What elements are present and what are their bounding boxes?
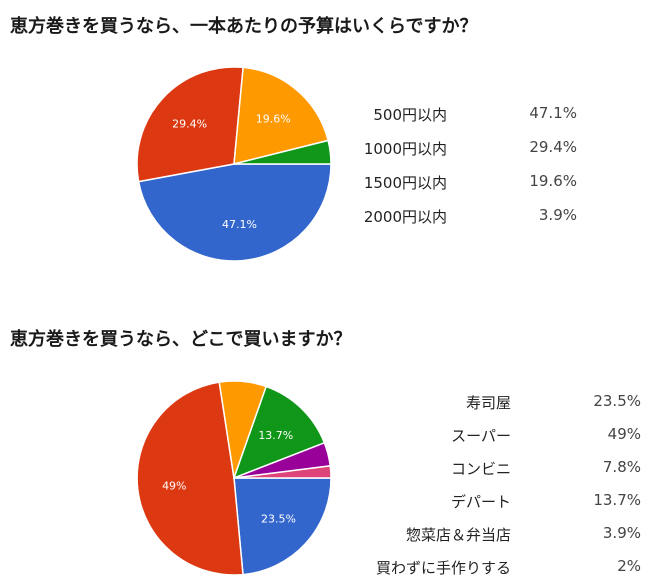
pie-slice xyxy=(136,66,244,183)
pie-chart-budget: 47.1% 29.4% 19.6% xyxy=(136,66,332,262)
chart-title: 恵方巻きを買うなら、一本あたりの予算はいくらですか？ xyxy=(10,16,478,37)
pie-slice xyxy=(233,464,332,479)
legend-value: 13.7% xyxy=(593,491,641,509)
legend-value: 3.9% xyxy=(602,524,641,542)
legend-label: 惣菜店＆弁当店 xyxy=(405,526,511,544)
legend-value: 23.5% xyxy=(593,392,641,410)
slice-label: 13.7% xyxy=(258,429,293,442)
legend-value: 3.9% xyxy=(538,206,577,224)
slice-label: 23.5% xyxy=(261,513,296,526)
legend-value: 47.1% xyxy=(529,104,577,122)
slice-label: 19.6% xyxy=(256,112,291,125)
legend-value: 29.4% xyxy=(529,138,577,156)
chart-title: 恵方巻きを買うなら、どこで買いますか？ xyxy=(10,329,352,350)
slice-label: 29.4% xyxy=(172,117,207,130)
legend-value: 2% xyxy=(617,557,641,575)
pie-slice xyxy=(233,139,332,165)
legend-label: 2000円以内 xyxy=(363,208,447,226)
legend-label: 買わずに手作りする xyxy=(375,559,511,577)
slice-label: 47.1% xyxy=(222,218,257,231)
pie-slice xyxy=(137,163,332,262)
legend-label: 寿司屋 xyxy=(465,394,511,412)
pie-slice xyxy=(136,381,244,576)
legend-label: 500円以内 xyxy=(373,106,447,124)
legend-label: デパート xyxy=(450,493,511,511)
legend-value: 7.8% xyxy=(602,458,641,476)
legend-label: 1500円以内 xyxy=(363,174,447,192)
legend-label: 1000円以内 xyxy=(363,140,447,158)
legend-value: 19.6% xyxy=(529,172,577,190)
legend-label: スーパー xyxy=(451,427,511,445)
pie-slice xyxy=(233,477,332,576)
legend-label: コンビニ xyxy=(450,460,511,478)
slice-label: 49% xyxy=(162,479,186,492)
pie-slice xyxy=(233,66,330,165)
pie-chart-purchase-place: 23.5% 49% 13.7% xyxy=(136,380,332,576)
pie-slice xyxy=(232,385,326,480)
legend-value: 49% xyxy=(607,425,641,443)
